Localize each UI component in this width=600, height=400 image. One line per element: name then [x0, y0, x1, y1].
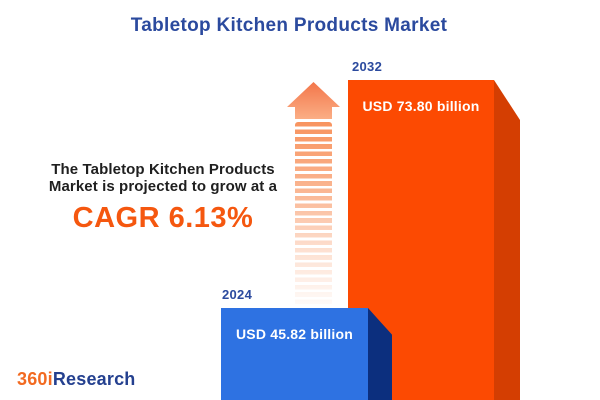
bar-2032-value-label: USD 73.80 billion — [362, 98, 480, 114]
cagr-value: CAGR 6.13% — [72, 202, 254, 234]
growth-annotation: The Tabletop Kitchen Products Market is … — [40, 161, 286, 235]
growth-arrow-icon — [287, 82, 340, 119]
bar-2024-front: USD 45.82 billion — [221, 308, 368, 400]
growth-arrow-fade-overlay — [293, 121, 334, 307]
page-title: Tabletop Kitchen Products Market — [130, 15, 448, 36]
annotation-line-1: The Tabletop Kitchen Products — [51, 161, 275, 178]
bar-2024-value-label: USD 45.82 billion — [236, 326, 353, 342]
annotation-line-2: Market is projected to grow at a — [48, 178, 278, 195]
brand-logo: 360iResearch — [17, 369, 136, 390]
year-label-2024: 2024 — [222, 287, 253, 302]
brand-logo-prefix: 360i — [17, 369, 53, 389]
brand-logo-suffix: Research — [52, 369, 136, 389]
bar-2032-side — [494, 80, 520, 400]
year-label-2032: 2032 — [352, 59, 383, 74]
